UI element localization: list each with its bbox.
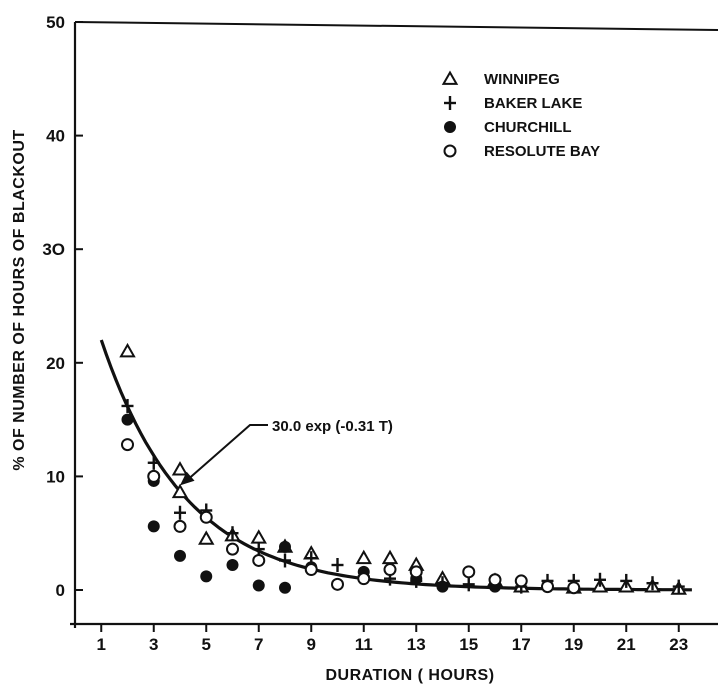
baker-lake-point bbox=[331, 558, 344, 573]
legend-label-churchill: CHURCHILL bbox=[484, 119, 572, 136]
churchill-point bbox=[252, 579, 265, 592]
legend: WINNIPEG BAKER LAKE CHURCHILL RESOLUTE BAY bbox=[441, 70, 600, 160]
baker-lake-point bbox=[672, 579, 685, 594]
x-axis-title: DURATION ( HOURS) bbox=[325, 667, 494, 684]
x-tick-label: 13 bbox=[407, 635, 426, 654]
legend-marker-baker-lake bbox=[444, 96, 456, 110]
y-tick-label: 40 bbox=[46, 127, 65, 146]
baker-lake-point bbox=[462, 577, 475, 592]
resolute-bay-point bbox=[514, 574, 528, 588]
series-resolute-bay bbox=[121, 438, 581, 595]
baker-lake-point bbox=[226, 526, 239, 541]
x-tick-label: 3 bbox=[149, 635, 158, 654]
x-tick-label: 15 bbox=[459, 635, 478, 654]
y-tick-label: 3O bbox=[42, 240, 65, 259]
x-tick-label: 9 bbox=[307, 635, 316, 654]
frame-top-line bbox=[74, 21, 719, 31]
churchill-point bbox=[226, 559, 239, 572]
baker-lake-point bbox=[121, 398, 134, 413]
x-tick-label: 21 bbox=[617, 635, 636, 654]
winnipeg-point bbox=[355, 549, 372, 565]
legend-label-baker-lake: BAKER LAKE bbox=[484, 95, 582, 112]
winnipeg-point bbox=[171, 483, 189, 499]
resolute-bay-point bbox=[173, 519, 187, 533]
resolute-bay-point bbox=[541, 580, 554, 594]
fit-annotation: 30.0 exp (-0.31 T) bbox=[180, 418, 393, 486]
resolute-bay-point bbox=[357, 572, 371, 586]
y-tick-label: 0 bbox=[56, 581, 65, 600]
x-tick-label: 19 bbox=[564, 635, 583, 654]
data-points-layer bbox=[119, 342, 687, 595]
resolute-bay-point bbox=[252, 553, 266, 567]
x-tick-label: 11 bbox=[355, 635, 373, 654]
baker-lake-point bbox=[252, 542, 265, 557]
fit-curve-layer bbox=[99, 339, 692, 592]
y-axis-title: % OF NUMBER OF HOURS OF BLACKOUT bbox=[11, 129, 28, 470]
legend-item-churchill: CHURCHILL bbox=[444, 119, 572, 136]
x-tick-label: 5 bbox=[202, 635, 211, 654]
y-axis-ticks: 0 10 20 3O 40 50 bbox=[42, 13, 83, 600]
baker-lake-point bbox=[594, 572, 606, 587]
legend-item-winnipeg: WINNIPEG bbox=[441, 70, 560, 88]
baker-lake-point bbox=[279, 553, 291, 568]
resolute-bay-point bbox=[488, 573, 502, 587]
resolute-bay-point bbox=[226, 542, 239, 556]
fit-curve bbox=[99, 339, 692, 592]
winnipeg-point bbox=[198, 530, 215, 545]
y-tick-label: 20 bbox=[46, 354, 65, 373]
resolute-bay-point bbox=[199, 510, 213, 524]
winnipeg-point bbox=[171, 461, 189, 476]
churchill-point bbox=[279, 540, 291, 553]
legend-marker-resolute-bay bbox=[443, 144, 457, 158]
x-tick-label: 7 bbox=[254, 635, 263, 654]
fit-annotation-arrowhead bbox=[180, 471, 195, 486]
legend-label-winnipeg: WINNIPEG bbox=[484, 71, 560, 88]
y-tick-label: 10 bbox=[46, 467, 65, 486]
churchill-point bbox=[121, 413, 134, 426]
fit-annotation-label: 30.0 exp (-0.31 T) bbox=[272, 418, 393, 435]
resolute-bay-point bbox=[383, 563, 397, 577]
winnipeg-point bbox=[119, 342, 136, 358]
resolute-bay-point bbox=[331, 577, 344, 591]
resolute-bay-point bbox=[304, 563, 318, 577]
churchill-point bbox=[436, 580, 449, 593]
x-tick-label: 23 bbox=[669, 635, 688, 654]
x-tick-label: 1 bbox=[97, 635, 106, 654]
plot-area bbox=[70, 21, 719, 628]
y-tick-label: 50 bbox=[46, 13, 65, 32]
baker-lake-point bbox=[620, 573, 633, 588]
x-axis-ticks: 1 3 5 7 9 11 13 15 17 19 21 23 bbox=[97, 624, 688, 654]
baker-lake-point bbox=[147, 455, 160, 470]
resolute-bay-point bbox=[409, 565, 423, 579]
x-tick-label: 17 bbox=[512, 635, 531, 654]
resolute-bay-point bbox=[462, 565, 476, 579]
baker-lake-point bbox=[646, 576, 659, 591]
churchill-point bbox=[279, 581, 291, 594]
baker-lake-point bbox=[174, 505, 186, 520]
legend-item-resolute-bay: RESOLUTE BAY bbox=[443, 143, 600, 160]
resolute-bay-point bbox=[121, 438, 134, 452]
churchill-point bbox=[200, 570, 213, 583]
legend-marker-winnipeg bbox=[441, 70, 459, 85]
fit-annotation-arrow bbox=[187, 424, 268, 481]
legend-label-resolute-bay: RESOLUTE BAY bbox=[484, 143, 600, 160]
legend-marker-churchill bbox=[444, 121, 456, 133]
resolute-bay-point bbox=[147, 469, 161, 483]
legend-item-baker-lake: BAKER LAKE bbox=[444, 95, 582, 112]
resolute-bay-point bbox=[567, 581, 581, 595]
churchill-point bbox=[174, 549, 186, 562]
churchill-point bbox=[147, 520, 160, 533]
